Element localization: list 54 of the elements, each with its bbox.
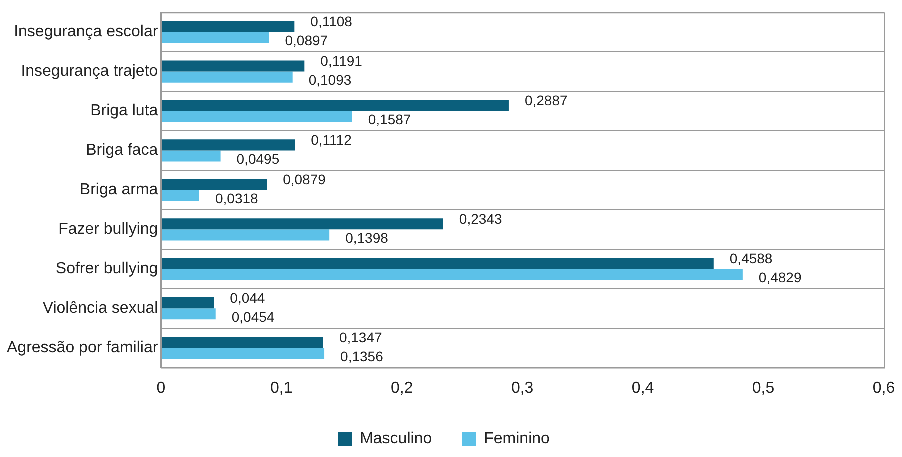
data-label: 0,2343 — [459, 211, 502, 227]
y-tick-label: Briga arma — [80, 182, 158, 199]
data-label: 0,1108 — [310, 14, 353, 30]
data-label: 0,0879 — [283, 172, 326, 188]
x-tick-label: 0,2 — [390, 380, 414, 397]
bar — [161, 258, 714, 270]
data-label: 0,1356 — [340, 348, 384, 364]
x-tick-label: 0,4 — [632, 380, 654, 397]
data-label: 0,0454 — [232, 308, 275, 325]
bar — [161, 72, 293, 83]
bar — [161, 150, 221, 162]
x-tick-label: 0,6 — [872, 380, 896, 397]
bar — [161, 298, 214, 309]
data-label: 0,1093 — [308, 72, 352, 88]
data-label: 0,0495 — [236, 151, 280, 168]
data-label: 0,0897 — [285, 32, 328, 49]
y-tick-label: Violência sexual — [42, 300, 158, 318]
y-tick-label: Insegurança trajeto — [21, 63, 158, 80]
data-label: 0,044 — [230, 290, 266, 306]
x-tick-label: 0 — [156, 380, 166, 397]
data-label: 0,1112 — [311, 132, 352, 148]
bar — [161, 111, 352, 122]
bar — [161, 140, 296, 151]
x-tick-label: 0,5 — [752, 380, 775, 397]
bar — [161, 269, 743, 280]
x-tick-label: 0,1 — [270, 380, 293, 397]
bar — [161, 100, 509, 112]
y-tick-label: Briga faca — [86, 142, 158, 160]
bar — [161, 348, 325, 360]
data-label: 0,0318 — [215, 190, 259, 207]
data-label: 0,1191 — [320, 53, 363, 70]
legend-label: Feminino — [484, 430, 550, 448]
bar — [161, 337, 324, 348]
y-tick-label: Fazer bullying — [58, 221, 158, 238]
data-label: 0,1347 — [339, 329, 382, 346]
data-label: 0,2887 — [524, 92, 568, 109]
bar — [161, 179, 268, 190]
bar — [161, 32, 270, 44]
y-tick-label: Sofrer bullying — [56, 260, 158, 278]
x-tick-label: 0,3 — [511, 380, 534, 397]
data-label: 0,1398 — [346, 230, 389, 246]
y-tick-label: Briga luta — [90, 102, 158, 120]
bar — [161, 21, 295, 32]
bar — [161, 308, 216, 320]
bar — [161, 190, 200, 202]
legend-label: Masculino — [360, 430, 432, 448]
bar — [161, 230, 330, 241]
bar — [161, 60, 305, 72]
data-label: 0,4588 — [730, 250, 773, 266]
data-label: 0,1587 — [368, 112, 412, 128]
bar — [161, 218, 444, 230]
y-tick-label: Insegurança escolar — [14, 24, 159, 41]
y-tick-label: Agressão por familiar — [7, 339, 159, 356]
data-label: 0,4829 — [758, 270, 802, 286]
